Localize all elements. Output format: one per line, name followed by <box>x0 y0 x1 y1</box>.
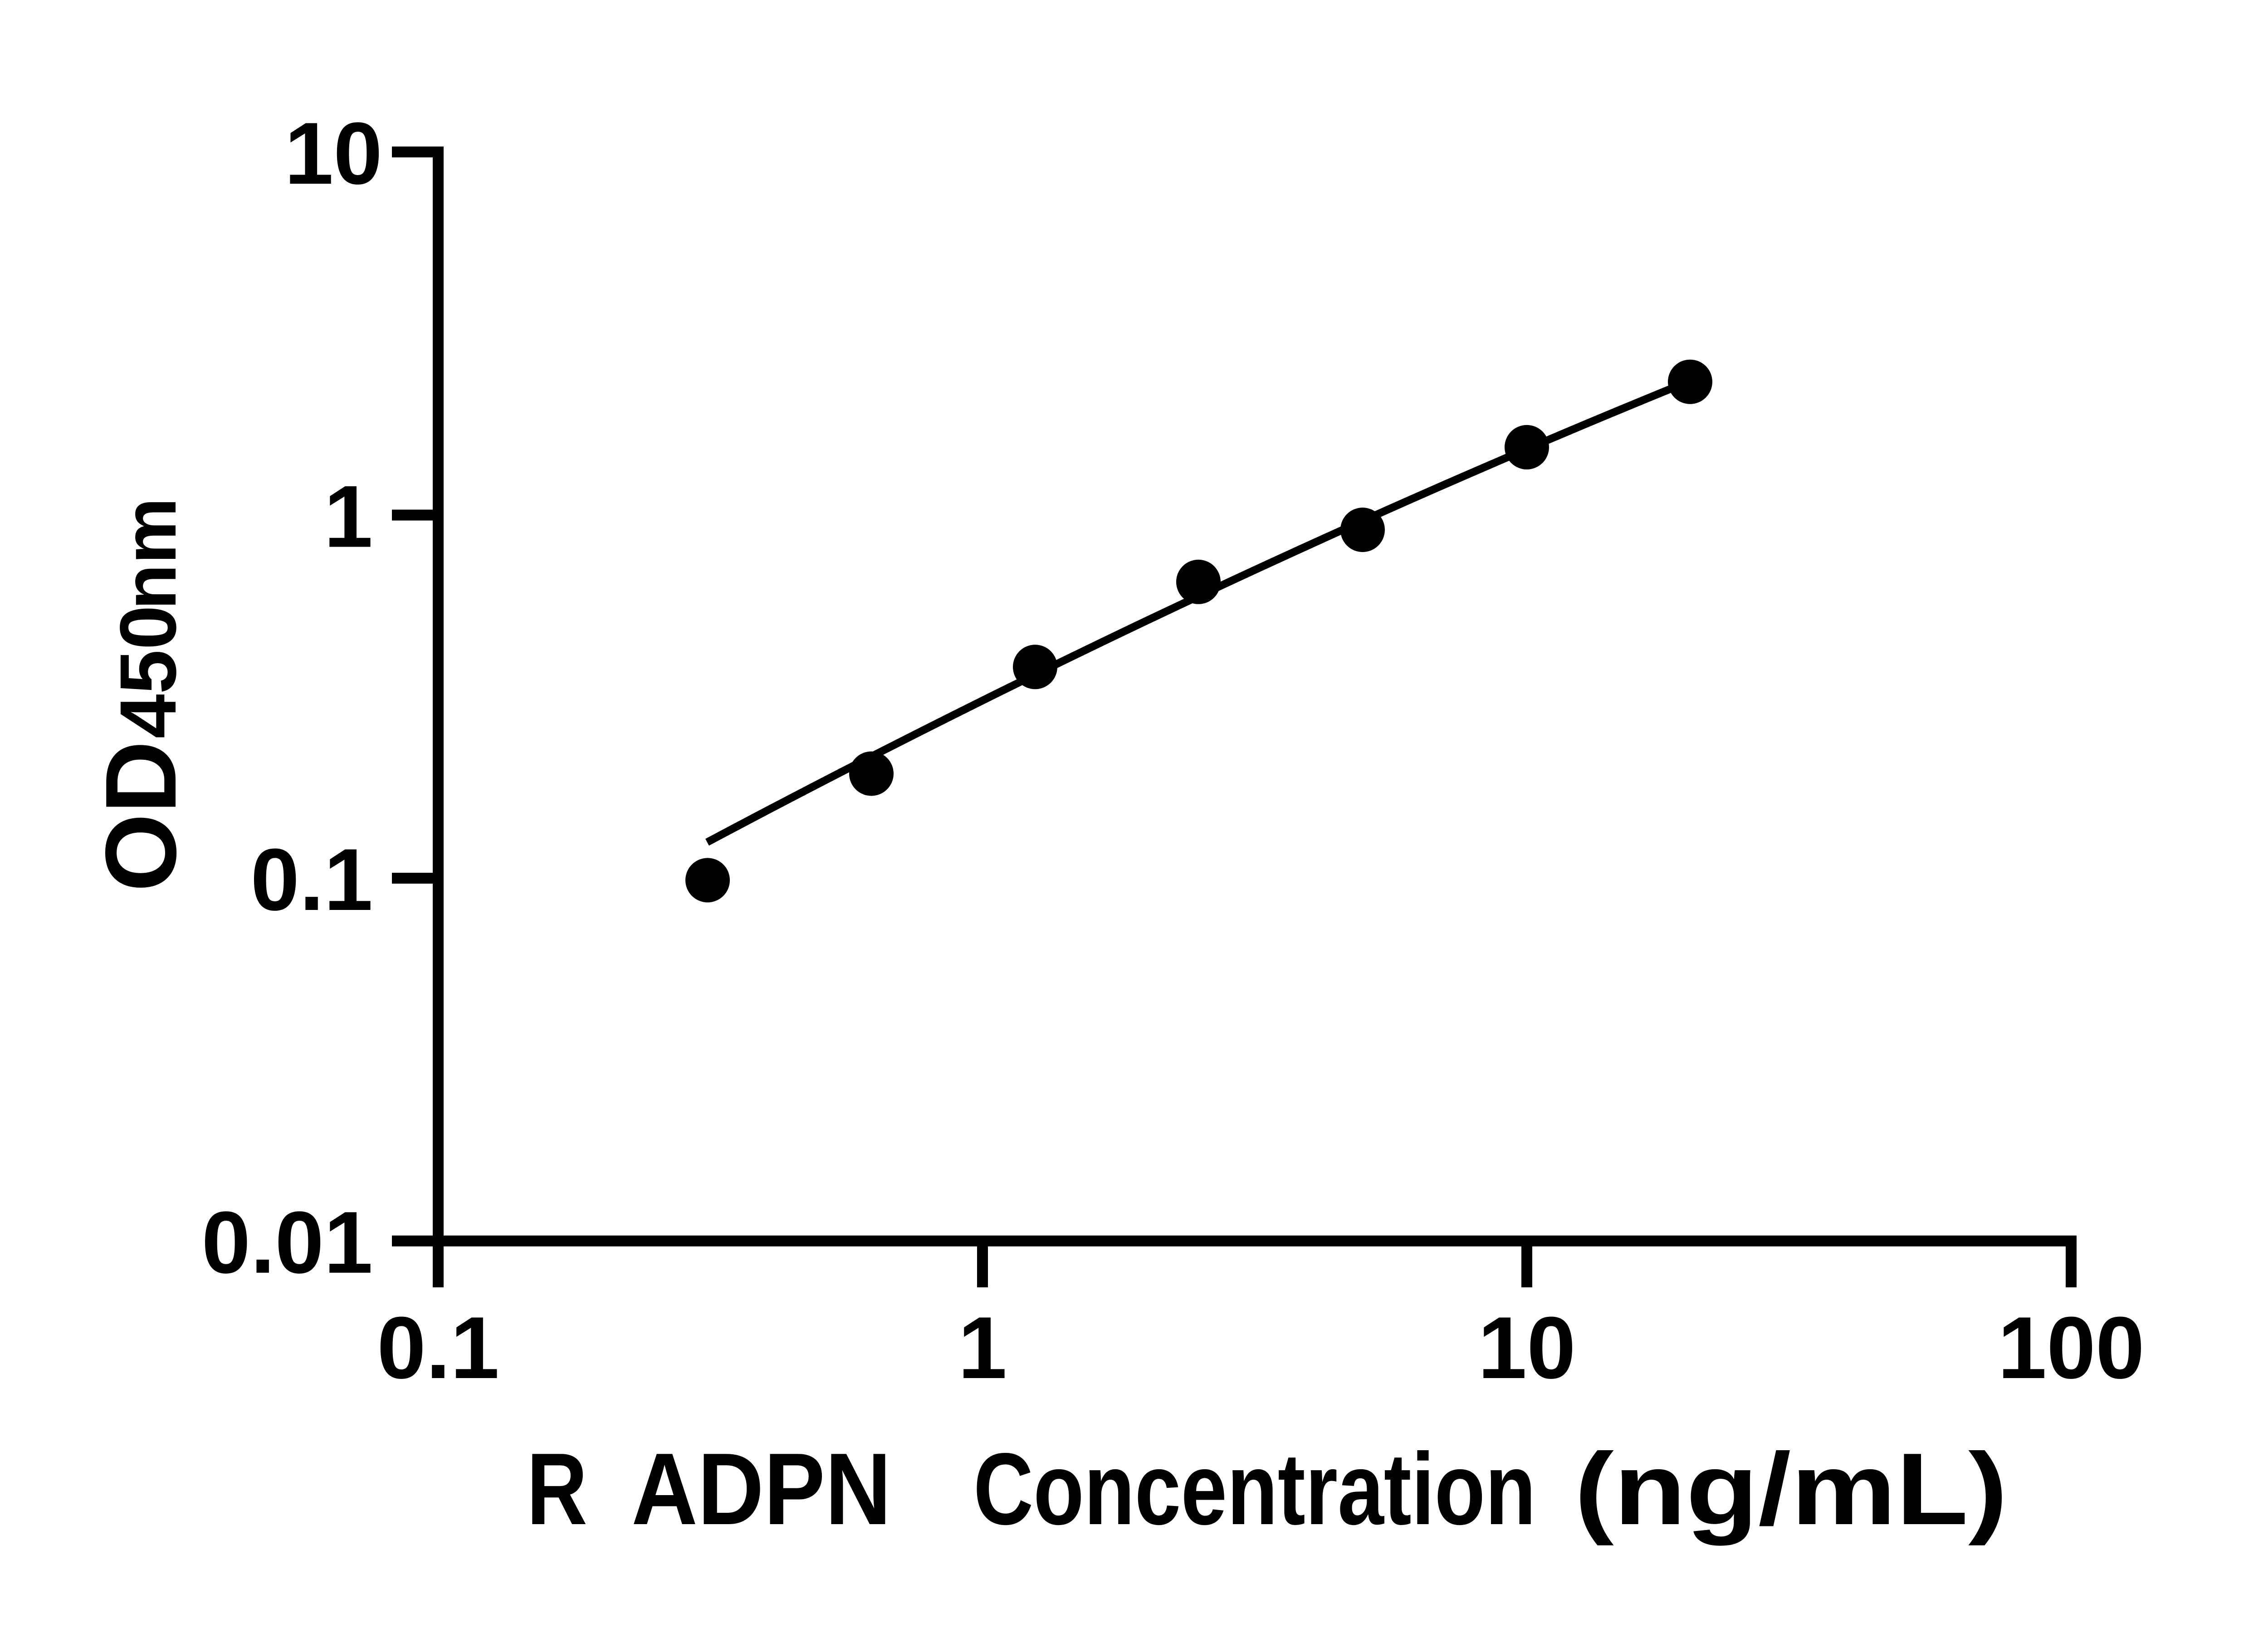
svg-text:1: 1 <box>958 1299 1007 1397</box>
svg-text:0.1: 0.1 <box>377 1299 499 1397</box>
svg-text:(ng/mL): (ng/mL) <box>1574 1432 2008 1546</box>
svg-text:10: 10 <box>284 104 382 203</box>
svg-text:100: 100 <box>1998 1299 2145 1397</box>
svg-text:10: 10 <box>1478 1299 1576 1397</box>
svg-text:OD450nm: OD450nm <box>85 498 197 892</box>
svg-text:R: R <box>527 1432 587 1546</box>
svg-text:Concentration: Concentration <box>973 1432 1536 1546</box>
svg-text:0.1: 0.1 <box>250 831 373 929</box>
svg-text:0.01: 0.01 <box>201 1193 373 1292</box>
svg-text:1: 1 <box>324 468 373 566</box>
svg-text:ADPN: ADPN <box>631 1432 891 1546</box>
